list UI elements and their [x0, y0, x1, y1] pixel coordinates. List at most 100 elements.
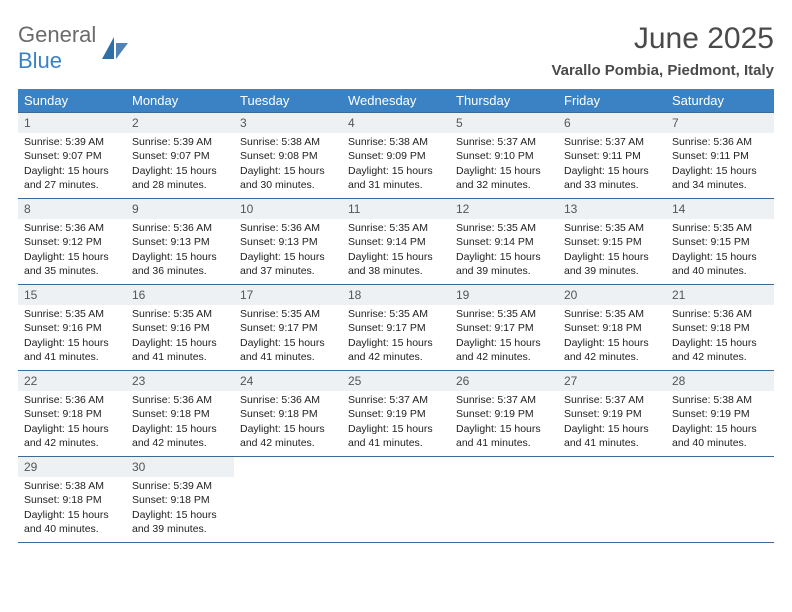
sunset-line: Sunset: 9:18 PM [564, 321, 660, 335]
calendar-cell: 14Sunrise: 5:35 AMSunset: 9:15 PMDayligh… [666, 199, 774, 285]
sunrise-line: Sunrise: 5:35 AM [564, 221, 660, 235]
daylight-line: Daylight: 15 hours and 38 minutes. [348, 250, 444, 278]
day-number: 24 [234, 371, 342, 391]
daylight-line: Daylight: 15 hours and 42 minutes. [24, 422, 120, 450]
calendar-cell: 6Sunrise: 5:37 AMSunset: 9:11 PMDaylight… [558, 113, 666, 199]
sunrise-line: Sunrise: 5:35 AM [24, 307, 120, 321]
day-number: 7 [666, 113, 774, 133]
day-number: 13 [558, 199, 666, 219]
calendar-cell: 25Sunrise: 5:37 AMSunset: 9:19 PMDayligh… [342, 371, 450, 457]
title-block: June 2025 Varallo Pombia, Piedmont, Ital… [551, 22, 774, 79]
calendar-cell: 18Sunrise: 5:35 AMSunset: 9:17 PMDayligh… [342, 285, 450, 371]
sunrise-line: Sunrise: 5:36 AM [24, 393, 120, 407]
sunrise-line: Sunrise: 5:37 AM [564, 393, 660, 407]
sunset-line: Sunset: 9:14 PM [456, 235, 552, 249]
calendar-cell: 24Sunrise: 5:36 AMSunset: 9:18 PMDayligh… [234, 371, 342, 457]
sunrise-line: Sunrise: 5:38 AM [672, 393, 768, 407]
sunrise-line: Sunrise: 5:35 AM [564, 307, 660, 321]
calendar-cell: 13 Sunrise: 5:35 AMSunset: 9:15 PMDayligh… [558, 199, 666, 285]
calendar-cell: 7Sunrise: 5:36 AMSunset: 9:11 PMDaylight… [666, 113, 774, 199]
page-title: June 2025 [551, 22, 774, 56]
daylight-line: Daylight: 15 hours and 33 minutes. [564, 164, 660, 192]
daylight-line: Daylight: 15 hours and 40 minutes. [672, 250, 768, 278]
logo-word-1: General [18, 22, 96, 47]
daylight-line: Daylight: 15 hours and 40 minutes. [24, 508, 120, 536]
dayname-saturday: Saturday [666, 89, 774, 113]
daylight-line: Daylight: 15 hours and 42 minutes. [564, 336, 660, 364]
sunrise-line: Sunrise: 5:39 AM [132, 479, 228, 493]
sunrise-line: Sunrise: 5:36 AM [672, 135, 768, 149]
day-details: Sunrise: 5:37 AMSunset: 9:19 PMDaylight:… [450, 391, 558, 454]
daylight-line: Daylight: 15 hours and 31 minutes. [348, 164, 444, 192]
day-number: 17 [234, 285, 342, 305]
day-number: 5 [450, 113, 558, 133]
sunset-line: Sunset: 9:11 PM [564, 149, 660, 163]
sunset-line: Sunset: 9:13 PM [240, 235, 336, 249]
calendar-cell: 20Sunrise: 5:35 AMSunset: 9:18 PMDayligh… [558, 285, 666, 371]
daylight-line: Daylight: 15 hours and 37 minutes. [240, 250, 336, 278]
calendar-cell: .. [342, 457, 450, 543]
sunset-line: Sunset: 9:15 PM [672, 235, 768, 249]
dayname-friday: Friday [558, 89, 666, 113]
daylight-line: Daylight: 15 hours and 42 minutes. [240, 422, 336, 450]
sunrise-line: Sunrise: 5:37 AM [348, 393, 444, 407]
daylight-line: Daylight: 15 hours and 30 minutes. [240, 164, 336, 192]
daylight-line: Daylight: 15 hours and 40 minutes. [672, 422, 768, 450]
sunset-line: Sunset: 9:07 PM [24, 149, 120, 163]
logo: General Blue [18, 22, 130, 74]
calendar-cell: .. [666, 457, 774, 543]
sunrise-line: Sunrise: 5:35 AM [456, 221, 552, 235]
calendar-cell: .. [450, 457, 558, 543]
calendar-cell: .. [558, 457, 666, 543]
header-row: General Blue June 2025 Varallo Pombia, P… [18, 22, 774, 79]
sunset-line: Sunset: 9:13 PM [132, 235, 228, 249]
daylight-line: Daylight: 15 hours and 36 minutes. [132, 250, 228, 278]
day-details: Sunrise: 5:35 AMSunset: 9:14 PMDaylight:… [342, 219, 450, 282]
day-number: 19 [450, 285, 558, 305]
sunset-line: Sunset: 9:10 PM [456, 149, 552, 163]
sunset-line: Sunset: 9:18 PM [240, 407, 336, 421]
sunrise-line: Sunrise: 5:35 AM [240, 307, 336, 321]
day-number: 22 [18, 371, 126, 391]
sunset-line: Sunset: 9:19 PM [348, 407, 444, 421]
sunrise-line: Sunrise: 5:36 AM [240, 221, 336, 235]
day-number: 10 [234, 199, 342, 219]
sunset-line: Sunset: 9:08 PM [240, 149, 336, 163]
sunset-line: Sunset: 9:19 PM [672, 407, 768, 421]
daylight-line: Daylight: 15 hours and 39 minutes. [564, 250, 660, 278]
calendar-cell: 3Sunrise: 5:38 AMSunset: 9:08 PMDaylight… [234, 113, 342, 199]
day-details: Sunrise: 5:38 AMSunset: 9:19 PMDaylight:… [666, 391, 774, 454]
calendar-week-row: 22Sunrise: 5:36 AMSunset: 9:18 PMDayligh… [18, 371, 774, 457]
sunset-line: Sunset: 9:18 PM [132, 407, 228, 421]
day-details: Sunrise: 5:36 AMSunset: 9:18 PMDaylight:… [18, 391, 126, 454]
calendar-cell: 15Sunrise: 5:35 AMSunset: 9:16 PMDayligh… [18, 285, 126, 371]
sunset-line: Sunset: 9:15 PM [564, 235, 660, 249]
sunset-line: Sunset: 9:12 PM [24, 235, 120, 249]
day-details: Sunrise: 5:36 AMSunset: 9:13 PMDaylight:… [234, 219, 342, 282]
day-details: Sunrise: 5:37 AMSunset: 9:19 PMDaylight:… [558, 391, 666, 454]
dayname-row: Sunday Monday Tuesday Wednesday Thursday… [18, 89, 774, 113]
day-details: Sunrise: 5:37 AMSunset: 9:11 PMDaylight:… [558, 133, 666, 196]
calendar-cell: 27Sunrise: 5:37 AMSunset: 9:19 PMDayligh… [558, 371, 666, 457]
logo-sail-icon [100, 35, 130, 61]
calendar-cell: 30Sunrise: 5:39 AMSunset: 9:18 PMDayligh… [126, 457, 234, 543]
day-details: Sunrise: 5:38 AMSunset: 9:09 PMDaylight:… [342, 133, 450, 196]
sunrise-line: Sunrise: 5:37 AM [456, 393, 552, 407]
day-details: Sunrise: 5:36 AMSunset: 9:18 PMDaylight:… [126, 391, 234, 454]
day-number: 18 [342, 285, 450, 305]
calendar-week-row: 29Sunrise: 5:38 AMSunset: 9:18 PMDayligh… [18, 457, 774, 543]
day-number: 1 [18, 113, 126, 133]
logo-text: General Blue [18, 22, 96, 74]
calendar-cell: 28Sunrise: 5:38 AMSunset: 9:19 PMDayligh… [666, 371, 774, 457]
calendar-cell: 17Sunrise: 5:35 AMSunset: 9:17 PMDayligh… [234, 285, 342, 371]
calendar-week-row: 15Sunrise: 5:35 AMSunset: 9:16 PMDayligh… [18, 285, 774, 371]
day-details: Sunrise: 5:35 AMSunset: 9:14 PMDaylight:… [450, 219, 558, 282]
calendar-cell: 19Sunrise: 5:35 AMSunset: 9:17 PMDayligh… [450, 285, 558, 371]
day-number: 9 [126, 199, 234, 219]
dayname-monday: Monday [126, 89, 234, 113]
day-details: Sunrise: 5:36 AMSunset: 9:11 PMDaylight:… [666, 133, 774, 196]
sunrise-line: Sunrise: 5:39 AM [24, 135, 120, 149]
daylight-line: Daylight: 15 hours and 39 minutes. [132, 508, 228, 536]
sunset-line: Sunset: 9:17 PM [456, 321, 552, 335]
day-details: Sunrise: 5:35 AMSunset: 9:16 PMDaylight:… [18, 305, 126, 368]
